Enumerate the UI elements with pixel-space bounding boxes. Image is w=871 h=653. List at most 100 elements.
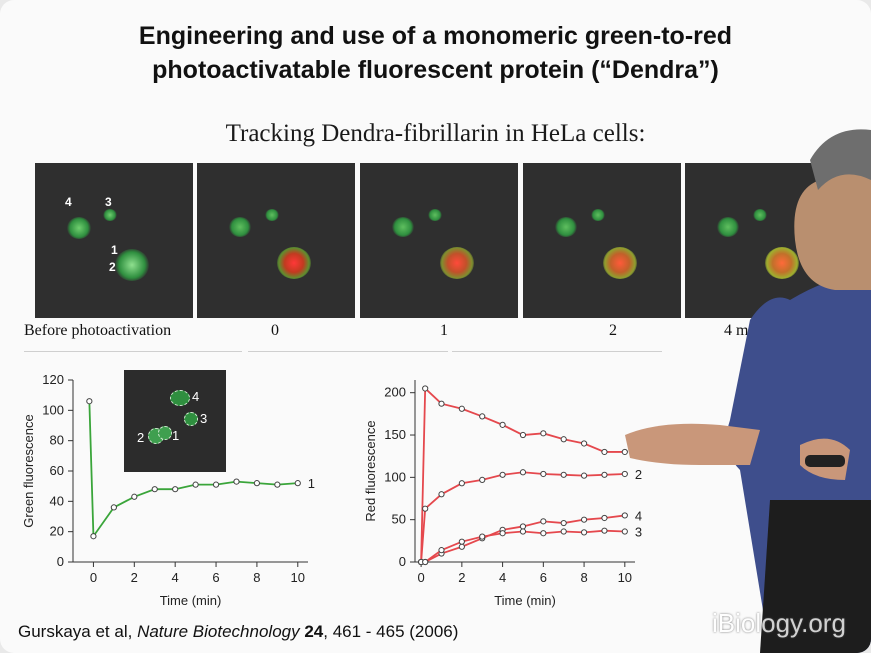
divider <box>24 351 242 352</box>
x-tick-label: 4 <box>172 570 179 585</box>
data-point <box>458 480 465 487</box>
time-label-1: 1 <box>440 322 448 339</box>
y-axis-label: Red fluorescence <box>363 420 378 521</box>
data-point <box>253 480 261 487</box>
slide-subtitle: Tracking Dendra-fibrillarin in HeLa cell… <box>225 120 646 147</box>
x-tick-label: 8 <box>253 570 260 585</box>
data-point <box>519 469 527 476</box>
divider <box>452 351 662 352</box>
y-tick-label: 40 <box>50 493 64 508</box>
y-tick-label: 150 <box>384 427 406 442</box>
data-point <box>422 505 429 512</box>
x-axis-label: Time (min) <box>494 593 556 608</box>
data-point <box>499 471 506 478</box>
inset-label-3: 3 <box>200 411 208 426</box>
x-tick-label: 6 <box>212 570 219 585</box>
data-point <box>560 519 567 527</box>
x-tick-label: 0 <box>90 570 97 585</box>
x-tick-label: 10 <box>618 570 632 585</box>
data-point <box>86 398 93 405</box>
data-point <box>621 528 628 535</box>
data-point <box>458 543 465 550</box>
data-point <box>540 470 547 478</box>
data-point <box>458 538 465 545</box>
micrograph-t1 <box>360 163 518 318</box>
slide-title-line-1: Engineering and use of a monomeric green… <box>138 22 733 50</box>
data-point <box>90 533 97 540</box>
time-label-2: 2 <box>609 322 617 339</box>
data-point <box>479 476 486 483</box>
data-point <box>294 480 301 487</box>
series-label-2: 2 <box>635 467 642 482</box>
y-tick-label: 60 <box>50 463 64 478</box>
data-point <box>192 481 199 488</box>
time-label-0: 0 <box>271 322 279 339</box>
data-point <box>601 514 608 522</box>
y-axis-label: Green fluorescence <box>21 414 36 527</box>
micrograph-t0 <box>197 163 355 318</box>
y-tick-label: 120 <box>42 372 64 387</box>
y-tick-label: 100 <box>42 402 64 417</box>
x-tick-label: 2 <box>458 570 465 585</box>
data-point <box>519 431 527 439</box>
y-tick-label: 80 <box>50 433 64 448</box>
data-point <box>151 486 158 493</box>
y-tick-label: 50 <box>392 512 406 527</box>
data-point <box>560 436 567 443</box>
data-point <box>172 486 179 493</box>
citation: Gurskaya et al, Nature Biotechnology 24,… <box>18 622 458 642</box>
series-label-1: 1 <box>308 476 315 491</box>
data-point <box>131 493 138 500</box>
series-line-1 <box>88 401 298 539</box>
inset-label-4: 4 <box>192 389 200 404</box>
citation-authors: Gurskaya et al, <box>18 622 138 641</box>
data-point <box>110 504 117 511</box>
divider <box>248 351 448 352</box>
time-label-before: Before photoactivation <box>24 322 172 339</box>
x-tick-label: 10 <box>291 570 305 585</box>
cell-label-3: 3 <box>105 195 112 209</box>
ibiology-watermark: iBiology.org <box>712 608 846 638</box>
data-point <box>274 481 281 488</box>
data-point <box>580 516 588 523</box>
series-line-3 <box>421 529 625 563</box>
inset-micrograph: 4 3 2 1 <box>124 370 226 472</box>
data-point <box>560 471 567 478</box>
data-point <box>540 530 547 537</box>
data-point <box>438 400 445 407</box>
x-tick-label: 2 <box>131 570 138 585</box>
data-point <box>519 523 527 530</box>
x-tick-label: 0 <box>417 570 424 585</box>
data-point <box>422 558 429 566</box>
data-point <box>479 413 486 420</box>
data-point <box>233 478 240 485</box>
data-point <box>479 533 486 540</box>
data-point <box>601 527 608 534</box>
data-point <box>438 491 445 498</box>
data-point <box>580 529 588 536</box>
micrograph-before: 4 3 1 2 <box>35 163 193 318</box>
data-point <box>212 481 220 488</box>
cell-label-1: 1 <box>111 243 118 257</box>
y-tick-label: 200 <box>384 385 406 400</box>
data-point <box>519 528 527 535</box>
data-point <box>499 421 506 428</box>
micrograph-t2 <box>523 163 681 318</box>
citation-journal: Nature Biotechnology <box>137 622 300 641</box>
presenter <box>625 129 871 653</box>
cell-label-4: 4 <box>65 195 72 209</box>
data-point <box>438 547 445 554</box>
series-line-2 <box>420 471 625 563</box>
x-axis-label: Time (min) <box>160 593 222 608</box>
data-point <box>499 530 506 537</box>
data-point <box>601 471 608 478</box>
inset-label-2: 2 <box>137 430 145 445</box>
data-point <box>560 528 567 535</box>
series-line-1 <box>420 386 625 563</box>
data-point <box>580 440 588 447</box>
citation-volume: 24 <box>299 622 324 641</box>
citation-pages: , 461 - 465 (2006) <box>323 622 459 641</box>
